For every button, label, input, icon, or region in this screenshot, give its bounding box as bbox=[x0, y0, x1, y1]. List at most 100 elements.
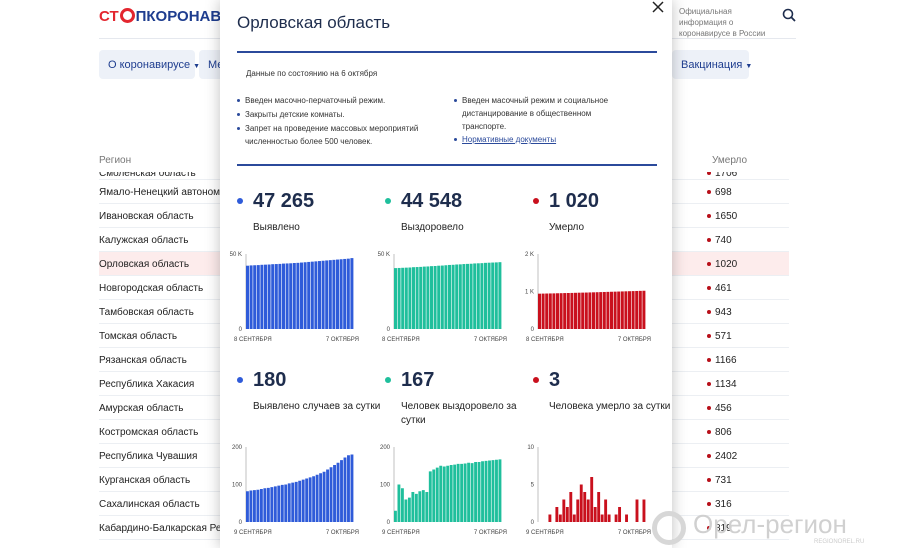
chart-bar bbox=[256, 265, 260, 329]
y-tick-label: 200 bbox=[380, 445, 391, 451]
chart-bar bbox=[625, 514, 628, 522]
chart-bar bbox=[249, 265, 253, 329]
chart-bar bbox=[259, 489, 263, 522]
chart-bar bbox=[401, 267, 405, 329]
x-label-start: 9 СЕНТЯБРЯ bbox=[382, 530, 420, 536]
died-count: 740 bbox=[707, 235, 732, 246]
chart-bar bbox=[411, 492, 415, 522]
chart-bar bbox=[566, 293, 570, 329]
chart-bar bbox=[432, 469, 436, 522]
chart-bar bbox=[495, 459, 498, 522]
chart-bar bbox=[291, 482, 295, 522]
y-tick-label: 10 bbox=[527, 445, 534, 451]
chart-bar bbox=[562, 499, 566, 522]
chart-bar bbox=[451, 264, 455, 329]
modal-title: Орловская область bbox=[237, 13, 391, 32]
chart-bar bbox=[319, 473, 323, 522]
chart-bar bbox=[252, 490, 256, 522]
chart-bar bbox=[305, 478, 309, 522]
chart-bar bbox=[455, 264, 459, 329]
chart-bar bbox=[572, 514, 576, 522]
y-tick-label: 50 K bbox=[378, 252, 390, 258]
nav-about-covid[interactable]: О коронавирусе ▼ bbox=[99, 50, 200, 79]
search-icon[interactable] bbox=[782, 8, 796, 22]
x-label-start: 9 СЕНТЯБРЯ bbox=[526, 530, 564, 536]
chart-bar bbox=[456, 463, 460, 522]
chart-bar bbox=[425, 492, 429, 522]
nav-vaccination[interactable]: Вакцинация ▼ bbox=[672, 50, 752, 79]
y-tick-label: 50 K bbox=[230, 252, 242, 258]
chart-bar bbox=[477, 462, 481, 522]
chart-bar bbox=[638, 290, 642, 329]
chart-bar bbox=[407, 497, 411, 522]
chart-daily_recovered: 200 100 0 9 СЕНТЯБРЯ 7 ОКТЯБРЯ bbox=[380, 445, 507, 536]
normative-docs-link[interactable]: Нормативные документы bbox=[462, 135, 557, 144]
chart-bar bbox=[329, 467, 333, 522]
chart-bar bbox=[440, 265, 444, 329]
chart-bar bbox=[315, 474, 319, 522]
chart-bar bbox=[548, 514, 552, 522]
chart-bar bbox=[437, 265, 441, 329]
chart-bar bbox=[294, 481, 298, 522]
died-count: 571 bbox=[707, 331, 732, 342]
chart-bar bbox=[414, 493, 418, 522]
chart-daily_deaths: 10 5 0 9 СЕНТЯБРЯ 7 ОКТЯБРЯ bbox=[526, 445, 651, 536]
chart-bar bbox=[430, 266, 433, 329]
chart-bar bbox=[296, 262, 300, 329]
measure-item: Закрыты детские комнаты. bbox=[237, 108, 437, 121]
site-logo[interactable]: СТ ПКОРОНАВИ bbox=[99, 8, 232, 25]
chart-bar bbox=[635, 290, 639, 329]
close-icon[interactable] bbox=[651, 0, 665, 14]
chart-bar bbox=[325, 260, 329, 329]
chart-bar bbox=[260, 264, 264, 329]
chart-bar bbox=[333, 465, 336, 522]
chart-bar bbox=[428, 471, 432, 522]
chart-bar bbox=[460, 463, 464, 522]
chart-bar bbox=[446, 465, 450, 522]
y-tick-label: 100 bbox=[380, 483, 391, 489]
stat-value: 167 bbox=[401, 369, 435, 391]
died-count: 1166 bbox=[707, 355, 737, 366]
logo-suffix: ПКОРОНАВИ bbox=[135, 8, 232, 25]
chart-bar bbox=[312, 476, 316, 522]
data-date: Данные по состоянию на 6 октября bbox=[246, 69, 378, 78]
chart-bar bbox=[278, 263, 282, 329]
chart-bar bbox=[318, 261, 321, 329]
chart-bar bbox=[481, 461, 484, 522]
stat-value: 1 020 bbox=[549, 190, 600, 212]
normative-docs-item: Нормативные документы bbox=[454, 133, 632, 146]
chart-bar bbox=[421, 490, 425, 522]
x-label-start: 8 СЕНТЯБРЯ bbox=[234, 337, 272, 343]
died-count: 698 bbox=[707, 187, 732, 198]
chart-bar bbox=[592, 292, 595, 329]
died-count: 943 bbox=[707, 307, 732, 318]
watermark-logo-icon bbox=[652, 511, 686, 545]
chart-bar bbox=[469, 263, 473, 329]
measure-item: Введен масочный режим и социальное диста… bbox=[454, 94, 632, 133]
chart-daily_cases: 200 100 0 9 СЕНТЯБРЯ 7 ОКТЯБРЯ bbox=[232, 445, 359, 536]
chart-bar bbox=[462, 264, 466, 329]
chart-bar bbox=[439, 465, 443, 522]
chart-bar bbox=[576, 499, 580, 522]
chart-bar bbox=[397, 267, 401, 329]
died-count: 819 bbox=[707, 523, 732, 534]
chevron-down-icon: ▼ bbox=[193, 63, 201, 70]
region-name: Томская область bbox=[99, 331, 178, 342]
region-name: Курганская область bbox=[99, 475, 191, 486]
region-name: Кабардино-Балкарская Республика bbox=[99, 523, 264, 534]
chart-bar bbox=[548, 293, 552, 329]
chart-bar bbox=[466, 263, 469, 329]
chart-bar bbox=[470, 463, 474, 522]
modal-divider-top bbox=[237, 51, 657, 53]
nav-about-covid-label: О коронавирусе bbox=[108, 59, 191, 71]
y-tick-label: 100 bbox=[232, 483, 243, 489]
y-tick-label: 0 bbox=[531, 327, 535, 333]
stat-dot-icon bbox=[385, 377, 391, 383]
chart-bar bbox=[642, 499, 646, 522]
chart-bar bbox=[263, 488, 267, 522]
chart-bar bbox=[404, 499, 408, 522]
chart-bar bbox=[339, 259, 343, 329]
chart-bar bbox=[584, 292, 588, 329]
y-tick-label: 0 bbox=[239, 520, 243, 526]
chart-bar bbox=[555, 507, 559, 522]
